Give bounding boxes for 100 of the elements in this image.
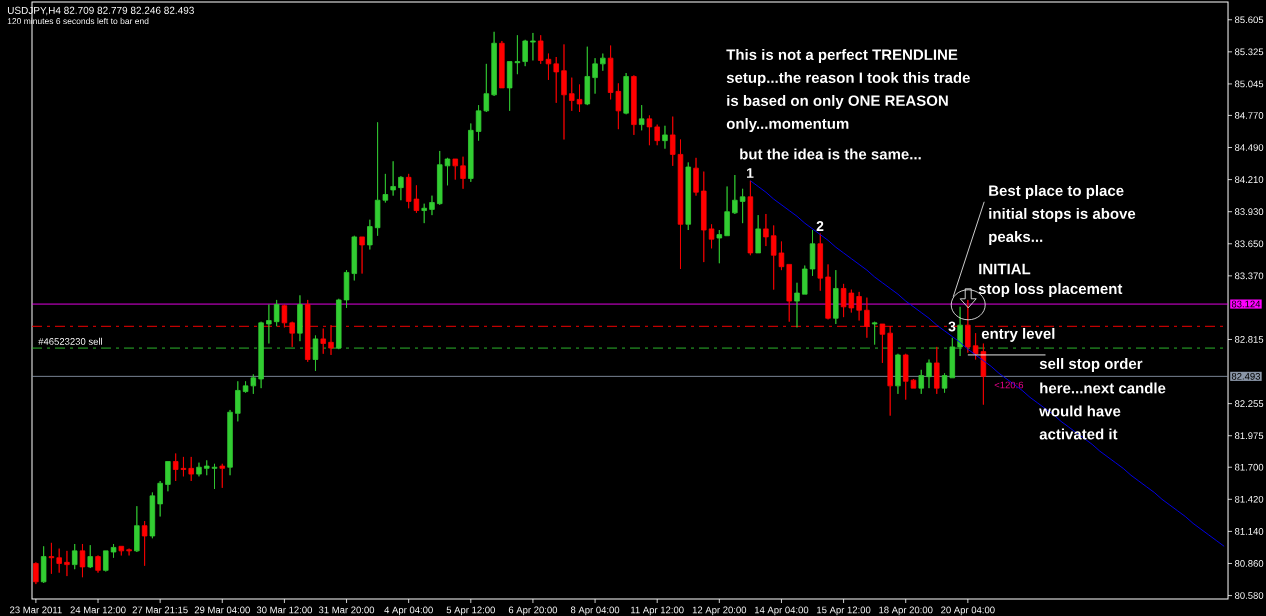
- candlestick: [934, 346, 940, 395]
- candlestick: [926, 359, 932, 389]
- candlestick: [235, 380, 241, 422]
- candlestick: [530, 32, 536, 61]
- candlestick: [817, 233, 824, 292]
- y-tick-label: 85.325: [1234, 48, 1264, 56]
- y-tick-label: 81.420: [1234, 495, 1264, 503]
- candlestick: [134, 505, 140, 553]
- x-tick-label: 29 Mar 04:00: [194, 606, 250, 614]
- candlestick: [204, 459, 210, 476]
- y-tick-label: 82.815: [1234, 336, 1264, 343]
- candlestick: [763, 213, 769, 247]
- candlestick: [809, 229, 816, 277]
- candlestick: [227, 409, 233, 476]
- candlestick: [359, 236, 365, 274]
- candlestick: [33, 561, 39, 585]
- candlestick: [79, 543, 86, 578]
- candlestick: [149, 492, 156, 539]
- candlestick: [553, 56, 559, 104]
- candlestick: [576, 84, 583, 113]
- x-tick-label: 11 Apr 12:00: [631, 606, 684, 616]
- y-tick-label: 84.210: [1234, 176, 1264, 183]
- candlestick: [569, 77, 575, 112]
- candlestick: [677, 139, 684, 270]
- candlestick: [48, 542, 55, 575]
- x-tick-label: 14 Apr 04:00: [754, 606, 809, 616]
- candlestick: [732, 174, 738, 215]
- candlestick: [196, 462, 202, 477]
- text: 120 minutes 6 seconds left to bar end: [7, 17, 149, 25]
- candlestick: [95, 555, 101, 574]
- candlestick: [165, 461, 171, 492]
- candlestick: [623, 72, 629, 115]
- candlestick: [646, 115, 653, 146]
- ref-line-label: 83.124: [1231, 300, 1261, 308]
- candlestick: [460, 156, 466, 190]
- y-tick-label: 80.860: [1234, 560, 1264, 567]
- annotation: Best place to place: [989, 185, 1124, 199]
- candlestick: [856, 291, 862, 321]
- candlestick: [786, 264, 792, 323]
- candlestick: [600, 53, 606, 72]
- x-tick-label: 6 Apr 20:00: [508, 606, 558, 616]
- candlestick: [670, 116, 676, 167]
- candlestick: [297, 294, 303, 342]
- annotation: INITIAL: [979, 263, 1031, 275]
- candlestick: [141, 520, 148, 567]
- candlestick: [693, 157, 699, 197]
- x-tick-label: 24 Mar 12:00: [70, 606, 126, 614]
- annotation: setup...the reason I took this trade: [726, 72, 970, 86]
- annotation: would have: [1039, 405, 1121, 417]
- candlestick: [631, 74, 637, 136]
- y-tick-label: 84.490: [1234, 144, 1264, 151]
- y-tick-label: 82.255: [1234, 400, 1264, 407]
- annotation: peaks...: [989, 231, 1043, 245]
- candlestick: [724, 186, 730, 237]
- annotation: initial stops is above: [989, 208, 1136, 222]
- y-tick-label: 85.045: [1234, 80, 1264, 88]
- candlestick: [398, 175, 404, 201]
- x-tick-label: 31 Mar 20:00: [318, 606, 375, 614]
- candlestick: [902, 353, 909, 401]
- candlestick: [429, 195, 435, 216]
- candlestick: [685, 162, 691, 231]
- candlestick: [491, 31, 497, 97]
- annotation: sell stop order: [1039, 358, 1143, 372]
- x-tick-label: 15 Apr 12:00: [817, 606, 871, 616]
- candlestick: [444, 157, 451, 186]
- candlestick: [40, 545, 47, 584]
- candlestick: [918, 369, 924, 395]
- x-tick-label: 18 Apr 20:00: [879, 606, 933, 616]
- y-tick-label: 80.580: [1234, 592, 1264, 599]
- y-tick-label: 84.770: [1234, 112, 1264, 119]
- candlestick: [794, 282, 800, 328]
- y-tick-label: 81.975: [1234, 432, 1264, 440]
- annotation: This is not a perfect TRENDLINE: [726, 49, 958, 63]
- candlestick: [71, 543, 78, 570]
- candlestick: [708, 223, 715, 249]
- x-tick-label: 8 Apr 04:00: [570, 606, 620, 616]
- candlestick: [871, 321, 878, 346]
- x-tick-label: 4 Apr 04:00: [384, 606, 433, 616]
- x-tick-label: 20 Apr 04:00: [941, 606, 995, 616]
- candlestick: [701, 171, 707, 263]
- candlestick: [592, 57, 598, 95]
- candlestick: [437, 150, 443, 206]
- annotation: 1: [746, 168, 754, 178]
- candlestick: [56, 548, 62, 574]
- candlestick: [833, 269, 839, 325]
- candlestick: [320, 328, 326, 355]
- candlestick: [219, 463, 226, 489]
- x-tick-label: 30 Mar 12:00: [256, 606, 313, 614]
- y-tick-label: 83.650: [1234, 240, 1264, 248]
- y-tick-label: 81.700: [1234, 463, 1264, 471]
- x-tick-label: 23 Mar 2011: [10, 606, 62, 614]
- candlestick: [273, 299, 280, 327]
- annotation: but the idea is the same...: [740, 148, 921, 160]
- candlestick: [716, 229, 723, 264]
- candlestick: [910, 378, 917, 389]
- candlestick: [103, 550, 109, 572]
- candlestick: [747, 180, 754, 256]
- candlestick: [802, 265, 808, 295]
- candlestick: [654, 124, 660, 146]
- y-tick-label: 81.140: [1234, 528, 1264, 535]
